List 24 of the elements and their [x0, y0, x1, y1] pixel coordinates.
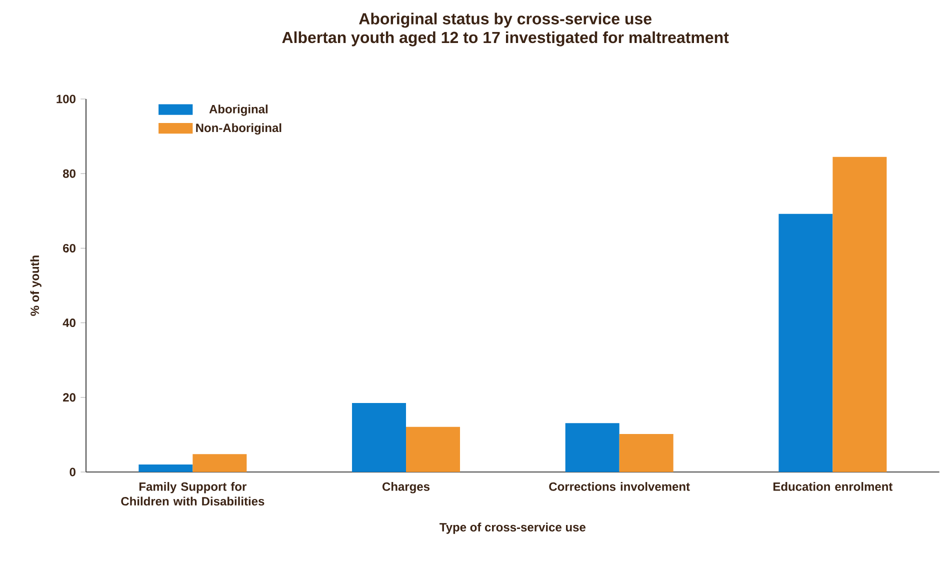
bar: [778, 214, 833, 472]
y-axis-title: % of youth: [30, 256, 42, 316]
bar: [832, 156, 887, 472]
bar: [138, 464, 193, 472]
legend-label: Aboriginal: [209, 104, 268, 116]
bar: [406, 426, 460, 472]
x-tick-label: Corrections involvement: [549, 482, 690, 491]
chart-subtitle: Albertan youth aged 12 to 17 investigated for maltreatment: [282, 31, 729, 46]
y-tick-label: 100: [56, 94, 76, 104]
x-tick-label: Charges: [382, 482, 430, 494]
chart-title: Aboriginal status by cross-service use: [359, 12, 652, 28]
legend-label: Non-Aboriginal: [196, 123, 282, 135]
y-tick-label: 40: [62, 318, 76, 328]
x-tick-label: Family Support for Children with Disabilities: [121, 482, 264, 506]
x-axis-title: Type of cross-service use: [440, 522, 586, 534]
bar: [565, 423, 620, 472]
x-tick-label: Education enrolment: [773, 482, 893, 491]
bar: [192, 454, 247, 472]
y-tick-label: 60: [63, 244, 76, 252]
y-tick-label: 80: [62, 169, 76, 178]
bar: [352, 402, 406, 472]
bar: [619, 434, 674, 472]
y-tick-label: 0: [70, 468, 76, 476]
y-tick-label: 20: [63, 393, 76, 402]
